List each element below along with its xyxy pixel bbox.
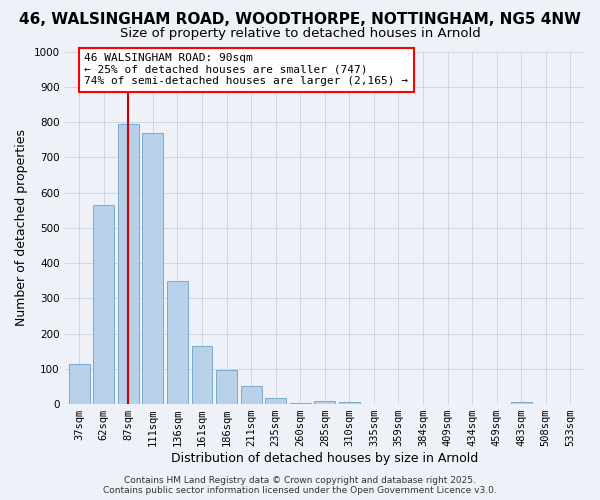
Bar <box>339 402 360 404</box>
Bar <box>216 370 237 404</box>
Bar <box>241 386 262 404</box>
Bar <box>142 132 163 404</box>
Text: 46 WALSINGHAM ROAD: 90sqm
← 25% of detached houses are smaller (747)
74% of semi: 46 WALSINGHAM ROAD: 90sqm ← 25% of detac… <box>84 54 408 86</box>
Bar <box>167 280 188 404</box>
Bar <box>511 402 532 404</box>
Text: Contains HM Land Registry data © Crown copyright and database right 2025.
Contai: Contains HM Land Registry data © Crown c… <box>103 476 497 495</box>
Bar <box>94 205 114 404</box>
Bar <box>191 346 212 404</box>
Text: 46, WALSINGHAM ROAD, WOODTHORPE, NOTTINGHAM, NG5 4NW: 46, WALSINGHAM ROAD, WOODTHORPE, NOTTING… <box>19 12 581 28</box>
Bar <box>265 398 286 404</box>
Bar <box>69 364 90 404</box>
X-axis label: Distribution of detached houses by size in Arnold: Distribution of detached houses by size … <box>171 452 478 465</box>
Y-axis label: Number of detached properties: Number of detached properties <box>15 130 28 326</box>
Text: Size of property relative to detached houses in Arnold: Size of property relative to detached ho… <box>119 28 481 40</box>
Bar <box>118 124 139 404</box>
Bar <box>314 400 335 404</box>
